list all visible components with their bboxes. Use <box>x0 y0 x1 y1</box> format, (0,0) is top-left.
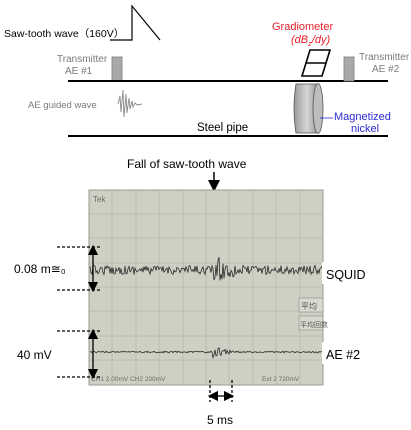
guided-wave-burst <box>117 89 143 118</box>
transmitter2-label-line1: Transmitter <box>359 52 410 63</box>
nickel-label-line2: nickel <box>351 123 379 135</box>
ae-scale-label: 40 mV <box>17 348 52 362</box>
screen-bottom-readout: CH1 2.00mV CH2 200mV <box>91 376 166 383</box>
screen-top-left: Tek <box>93 195 106 204</box>
pipe-label: Steel pipe <box>197 122 248 134</box>
ae2-trace <box>89 346 323 360</box>
squid-label: SQUID <box>326 268 366 282</box>
scope-menu-item-1: 平均 <box>301 301 317 311</box>
gradiometer-label-line1: Gradiometer <box>272 21 333 33</box>
fall-label: Fall of saw-tooth wave <box>127 157 247 171</box>
scope-menu-box-2 <box>298 315 324 331</box>
scope-grid <box>89 190 323 385</box>
transmitter2-label-line2: AE #2 <box>372 64 400 75</box>
scope-menu-box-1 <box>298 297 324 313</box>
screen-bottom-right-readout: Ext 2 720mV <box>262 376 300 383</box>
gradiometer-coil <box>300 49 332 77</box>
squid-scale-label: 0.08 m≅₀ <box>14 262 66 276</box>
nickel-label-line1: Magnetized <box>334 111 391 123</box>
time-label: 5 ms <box>207 413 233 427</box>
transmitter1 <box>111 56 123 82</box>
sawtooth-wave <box>110 4 161 41</box>
ae2-label-box <box>322 342 366 364</box>
squid-label-box <box>322 262 366 284</box>
ae2-label: AE #2 <box>326 348 360 362</box>
transmitter1-label-line1: Transmitter <box>57 54 108 65</box>
squid-trace <box>89 256 323 281</box>
guided-wave-label: AE guided wave <box>28 100 97 111</box>
sawtooth-label: Saw-tooth wave（160V） <box>4 28 124 40</box>
nickel-cylinder-face <box>312 83 324 134</box>
transmitter2 <box>343 56 355 82</box>
scope-menu-item-2: 平均回数 <box>300 320 328 329</box>
transmitter1-label-line2: AE #1 <box>65 66 93 77</box>
gradiometer-label-line2: (dBz/dy) <box>291 34 331 48</box>
